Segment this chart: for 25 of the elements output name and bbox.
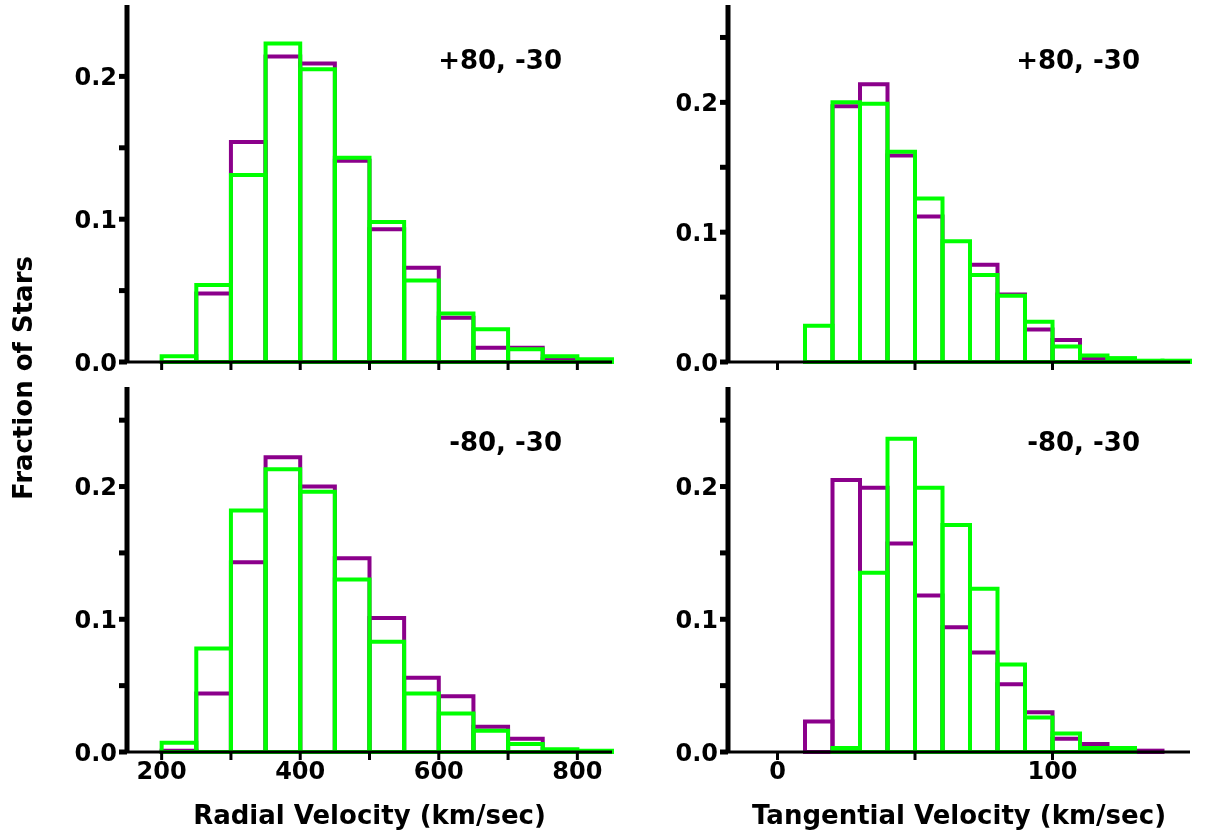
y-tick-label: 0.2 xyxy=(74,473,117,502)
y-tick-label: 0.1 xyxy=(74,205,117,234)
y-tick-label: 0.0 xyxy=(74,738,117,767)
y-tick-label: 0.0 xyxy=(675,348,718,377)
x-tick-label: 800 xyxy=(552,757,603,786)
y-tick-label: 0.1 xyxy=(74,605,117,634)
annotation: -80, -30 xyxy=(1027,427,1140,457)
y-tick-label: 0.1 xyxy=(675,605,718,634)
annotation: +80, -30 xyxy=(438,45,562,75)
annotation: +80, -30 xyxy=(1016,45,1140,75)
y-axis-title: Fraction of Stars xyxy=(8,256,38,500)
x-tick-label: 200 xyxy=(136,757,187,786)
y-tick-label: 0.2 xyxy=(74,62,117,91)
x-tick-label: 100 xyxy=(1027,757,1078,786)
y-tick-label: 0.1 xyxy=(675,218,718,247)
y-tick-label: 0.0 xyxy=(74,348,117,377)
x-tick-label: 400 xyxy=(275,757,326,786)
y-tick-label: 0.2 xyxy=(675,88,718,117)
annotation: -80, -30 xyxy=(449,427,562,457)
x-axis-title: Tangential Velocity (km/sec) xyxy=(751,800,1167,830)
y-tick-label: 0.2 xyxy=(675,473,718,502)
x-tick-label: 600 xyxy=(413,757,464,786)
x-tick-label: 0 xyxy=(769,757,786,786)
y-tick-label: 0.0 xyxy=(675,738,718,767)
x-axis-title: Radial Velocity (km/sec) xyxy=(193,800,546,830)
